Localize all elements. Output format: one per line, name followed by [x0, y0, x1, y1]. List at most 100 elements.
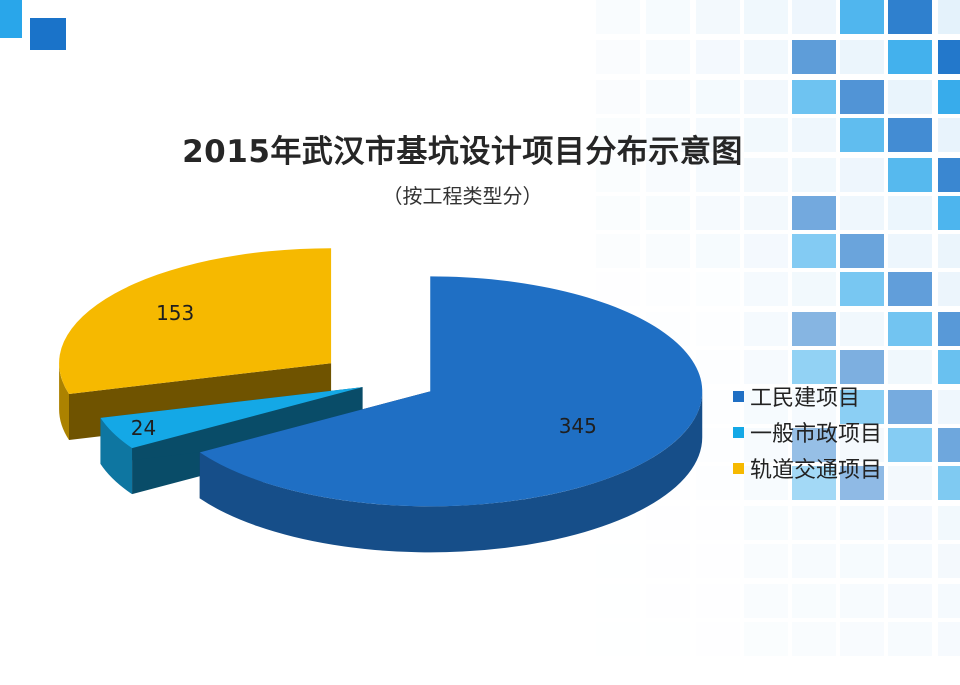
decor-square: [744, 622, 788, 656]
decor-square: [744, 584, 788, 618]
legend-swatch: [733, 462, 744, 474]
decor-square: [840, 544, 884, 578]
decor-square: [646, 272, 690, 306]
decor-square: [696, 40, 740, 74]
decor-square: [596, 158, 640, 192]
decor-square: [938, 40, 960, 74]
slice-top: [199, 276, 703, 507]
decor-square: [696, 196, 740, 230]
decor-square: [938, 272, 960, 306]
decor-square: [792, 312, 836, 346]
decor-square: [888, 584, 932, 618]
decor-square: [840, 466, 884, 500]
chart-subtitle: （按工程类型分）: [382, 184, 543, 208]
decor-square: [888, 40, 932, 74]
decor-square: [646, 158, 690, 192]
decor-square: [696, 428, 740, 462]
slice-cut-face: [100, 387, 363, 464]
decor-square: [938, 196, 960, 230]
decor-square: [938, 544, 960, 578]
decor-square: [888, 622, 932, 656]
decor-square: [792, 40, 836, 74]
decor-square: [888, 312, 932, 346]
decor-square: [696, 158, 740, 192]
decor-square: [938, 118, 960, 152]
decor-square: [792, 272, 836, 306]
decor-square: [888, 390, 932, 424]
data-label: 345: [559, 414, 597, 438]
decor-square: [840, 428, 884, 462]
legend-item: 工民建项目: [733, 378, 882, 414]
decor-square: [696, 234, 740, 268]
decor-square: [938, 350, 960, 384]
decor-square: [888, 158, 932, 192]
decor-square: [840, 350, 884, 384]
chart-title: 2015年武汉市基坑设计项目分布示意图: [182, 134, 743, 170]
decor-square: [696, 118, 740, 152]
decor-square: [744, 234, 788, 268]
decor-square: [792, 350, 836, 384]
decor-square: [696, 506, 740, 540]
decor-square: [646, 80, 690, 114]
decor-square: [792, 0, 836, 34]
data-label: 24: [131, 416, 156, 440]
decor-square: [696, 0, 740, 34]
decor-square: [646, 40, 690, 74]
decor-square: [938, 428, 960, 462]
slice-side: [199, 391, 703, 553]
decor-square: [840, 196, 884, 230]
decor-square: [840, 158, 884, 192]
decor-square: [744, 428, 788, 462]
decor-square: [840, 312, 884, 346]
decor-square: [792, 196, 836, 230]
slice-top: [100, 387, 363, 449]
decor-square: [938, 234, 960, 268]
decor-square: [938, 506, 960, 540]
decor-square: [744, 80, 788, 114]
decor-square: [938, 0, 960, 34]
decor-square: [888, 196, 932, 230]
decor-square: [840, 80, 884, 114]
decor-square: [646, 118, 690, 152]
decor-square: [744, 272, 788, 306]
decor-square: [938, 158, 960, 192]
decor-square: [596, 234, 640, 268]
decor-square: [596, 80, 640, 114]
decor-square: [744, 506, 788, 540]
decor-square: [840, 40, 884, 74]
slice-side: [59, 363, 70, 440]
decor-square: [646, 234, 690, 268]
decor-square: [888, 80, 932, 114]
legend-label: 工民建项目: [750, 386, 861, 411]
decor-square: [792, 428, 836, 462]
pie-slice: [100, 387, 363, 495]
decor-square: [840, 622, 884, 656]
decor-square: [696, 80, 740, 114]
decor-square: [596, 0, 640, 34]
decor-square: [888, 118, 932, 152]
decor-square: [696, 390, 740, 424]
decor-square: [792, 390, 836, 424]
decor-square: [744, 40, 788, 74]
decor-square: [744, 466, 788, 500]
legend-item: 一般市政项目: [733, 414, 882, 450]
decor-square: [696, 312, 740, 346]
decor-square: [840, 506, 884, 540]
decor-square: [888, 506, 932, 540]
decor-square: [840, 0, 884, 34]
legend-label: 轨道交通项目: [750, 458, 883, 483]
decor-square: [30, 18, 66, 50]
legend-swatch: [733, 426, 744, 438]
decor-square: [938, 466, 960, 500]
decor-square: [792, 466, 836, 500]
decor-square: [840, 390, 884, 424]
decor-square: [938, 390, 960, 424]
decor-square: [938, 312, 960, 346]
decor-square: [596, 40, 640, 74]
decor-square: [840, 234, 884, 268]
decor-square: [840, 584, 884, 618]
decor-square: [696, 272, 740, 306]
decor-square: [744, 544, 788, 578]
